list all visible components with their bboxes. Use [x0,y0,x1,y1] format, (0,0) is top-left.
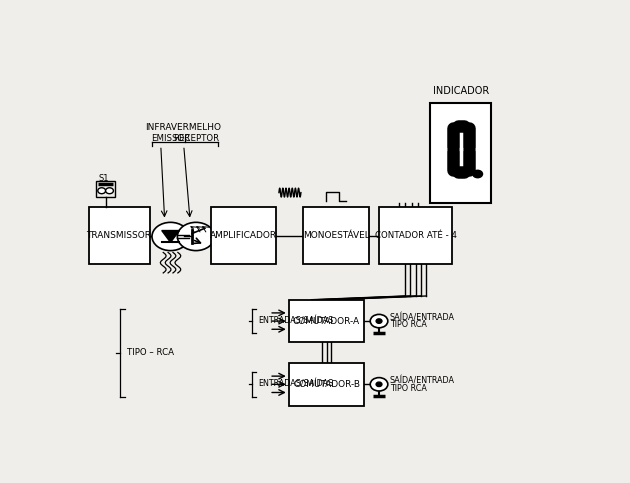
Text: TIPO – RCA: TIPO – RCA [127,348,174,357]
FancyBboxPatch shape [304,207,369,264]
Text: SAÍDA/ENTRADA: SAÍDA/ENTRADA [390,377,455,386]
Circle shape [370,378,388,391]
Text: TRANSMISSOR: TRANSMISSOR [86,231,152,240]
Text: TIPO RCA: TIPO RCA [390,384,427,393]
Text: EMISSOR: EMISSOR [151,134,190,143]
Text: ENTRADAS/SAÍDAS: ENTRADAS/SAÍDAS [258,380,333,389]
FancyBboxPatch shape [88,207,149,264]
Text: SAÍDA/ENTRADA: SAÍDA/ENTRADA [390,313,455,323]
FancyBboxPatch shape [289,363,364,406]
Text: ENTRADAS/SAÍDAS: ENTRADAS/SAÍDAS [258,316,333,326]
Polygon shape [162,230,180,242]
Circle shape [370,314,388,328]
Text: INDICADOR: INDICADOR [433,86,489,96]
Circle shape [98,188,106,194]
FancyBboxPatch shape [289,299,364,342]
Text: COMUTADOR-B: COMUTADOR-B [293,380,360,389]
Circle shape [472,170,483,178]
Circle shape [106,188,113,194]
Text: AMPLIFICADOR: AMPLIFICADOR [210,231,277,240]
Circle shape [152,222,189,251]
Text: COMUTADOR-A: COMUTADOR-A [293,316,360,326]
FancyBboxPatch shape [379,207,452,264]
FancyBboxPatch shape [210,207,277,264]
Text: MONOESTÁVEL: MONOESTÁVEL [303,231,370,240]
Circle shape [376,382,382,386]
Text: TIPO RCA: TIPO RCA [390,320,427,329]
Text: INFRAVERMELHO: INFRAVERMELHO [146,123,221,132]
Circle shape [376,319,382,323]
Text: RECEPTOR: RECEPTOR [173,134,219,143]
Text: S1: S1 [98,174,109,183]
Text: CONTADOR ATÉ - 4: CONTADOR ATÉ - 4 [375,231,457,240]
Circle shape [178,222,214,251]
FancyBboxPatch shape [430,102,491,203]
